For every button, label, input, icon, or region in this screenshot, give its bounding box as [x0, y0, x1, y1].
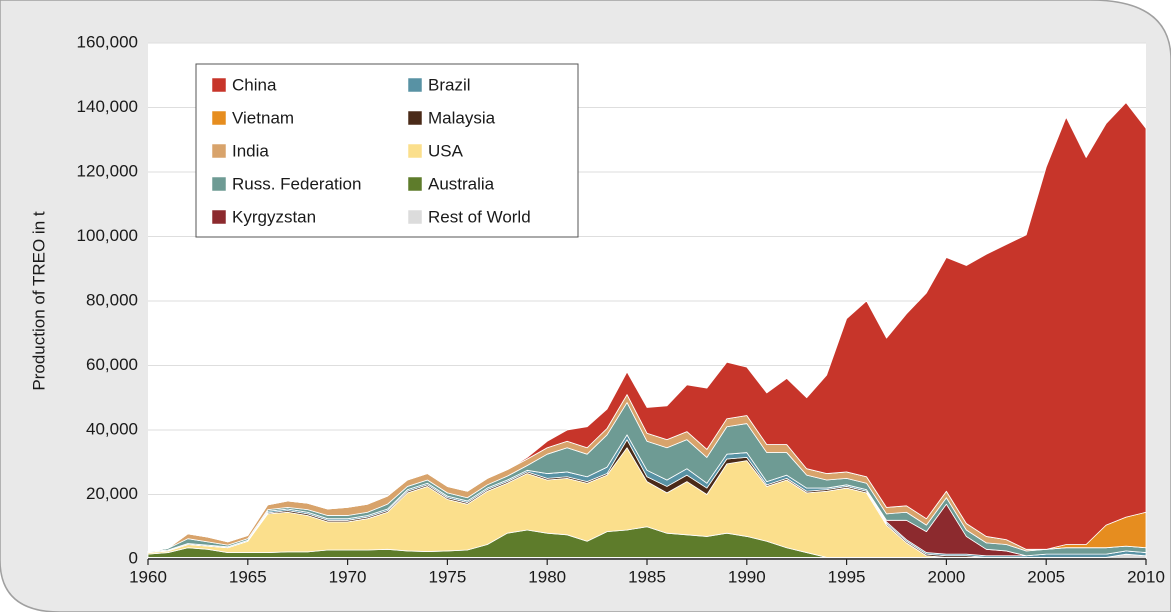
legend-label: Brazil	[428, 75, 471, 94]
legend-swatch	[407, 176, 423, 192]
y-tick-label: 160,000	[77, 32, 138, 51]
legend-swatch	[407, 77, 423, 93]
x-tick-label: 1965	[229, 567, 267, 586]
legend-swatch	[211, 77, 227, 93]
y-tick-label: 140,000	[77, 97, 138, 116]
area	[147, 102, 1147, 552]
y-axis-label: Production of TREO in t	[29, 211, 48, 390]
legend-label: Russ. Federation	[232, 174, 361, 193]
y-tick-label: 60,000	[86, 355, 138, 374]
y-tick-label: 40,000	[86, 419, 138, 438]
legend-label: China	[232, 75, 277, 94]
x-tick-label: 1960	[129, 567, 167, 586]
x-tick-label: 1970	[329, 567, 367, 586]
x-tick-label: 1975	[428, 567, 466, 586]
legend-swatch	[211, 209, 227, 225]
legend-label: Kyrgyzstan	[232, 207, 316, 226]
legend-swatch	[407, 110, 423, 126]
legend-label: Australia	[428, 174, 495, 193]
x-tick-label: 1990	[728, 567, 766, 586]
legend-swatch	[211, 176, 227, 192]
legend-swatch	[407, 143, 423, 159]
y-tick-label: 100,000	[77, 226, 138, 245]
legend-box	[195, 63, 579, 238]
y-tick-label: 0	[129, 548, 138, 567]
x-tick-label: 2005	[1027, 567, 1065, 586]
y-tick-label: 80,000	[86, 290, 138, 309]
x-tick-label: 1995	[828, 567, 866, 586]
legend-swatch	[407, 209, 423, 225]
x-tick-label: 1980	[528, 567, 566, 586]
legend-swatch	[211, 143, 227, 159]
legend-label: Rest of World	[428, 207, 531, 226]
y-tick-label: 120,000	[77, 161, 138, 180]
legend-swatch	[211, 110, 227, 126]
x-tick-label: 2000	[927, 567, 965, 586]
legend-label: Malaysia	[428, 108, 496, 127]
y-tick-label: 20,000	[86, 484, 138, 503]
x-tick-label: 2010	[1127, 567, 1165, 586]
legend-label: Vietnam	[232, 108, 294, 127]
legend-label: India	[232, 141, 269, 160]
x-tick-label: 1985	[628, 567, 666, 586]
legend-label: USA	[428, 141, 464, 160]
